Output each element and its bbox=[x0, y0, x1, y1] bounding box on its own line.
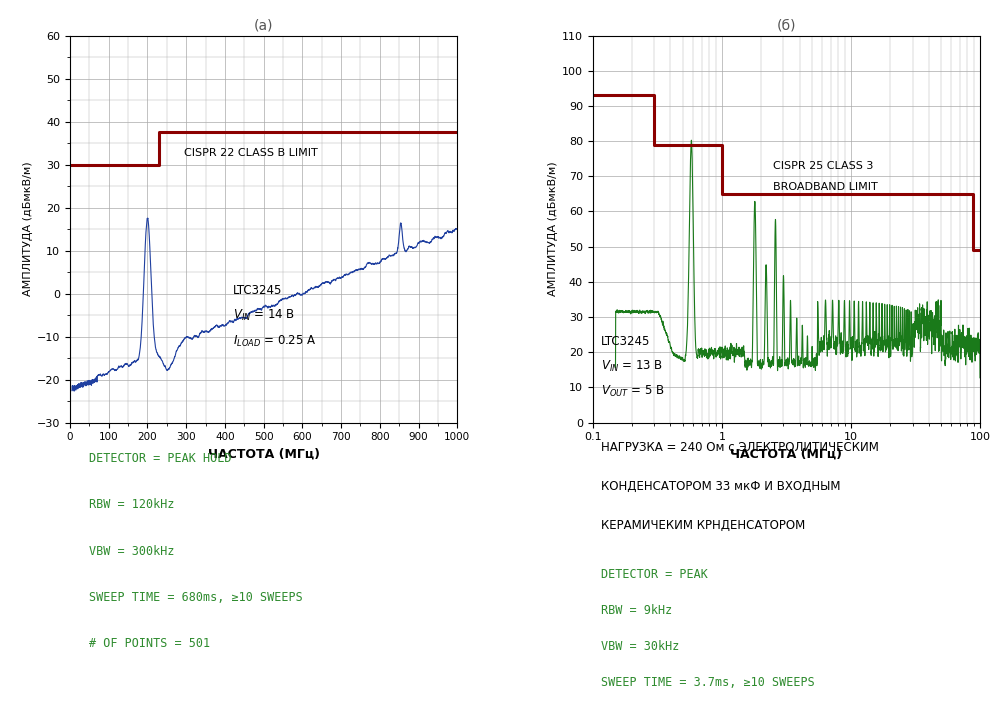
Text: LTC3245: LTC3245 bbox=[233, 284, 282, 296]
Text: $I_{LOAD}$ = 0.25 А: $I_{LOAD}$ = 0.25 А bbox=[233, 334, 316, 349]
Text: $V_{IN}$ = 13 В: $V_{IN}$ = 13 В bbox=[601, 359, 663, 374]
Text: DETECTOR = PEAK: DETECTOR = PEAK bbox=[601, 568, 707, 581]
Text: НАГРУЗКА = 240 Ом с ЭЛЕКТРОЛИТИЧЕСКИМ: НАГРУЗКА = 240 Ом с ЭЛЕКТРОЛИТИЧЕСКИМ bbox=[601, 442, 878, 454]
Y-axis label: АМПЛИТУДА (дБмкВ/м): АМПЛИТУДА (дБмкВ/м) bbox=[23, 162, 33, 296]
Text: BROADBAND LIMIT: BROADBAND LIMIT bbox=[773, 183, 878, 193]
Text: $V_{OUT}$ = 5 В: $V_{OUT}$ = 5 В bbox=[601, 383, 664, 399]
Text: VBW = 30kHz: VBW = 30kHz bbox=[601, 640, 679, 653]
Text: LTC3245: LTC3245 bbox=[601, 335, 650, 348]
Text: RBW = 9kHz: RBW = 9kHz bbox=[601, 604, 672, 617]
Text: CISPR 25 CLASS 3: CISPR 25 CLASS 3 bbox=[773, 161, 874, 171]
Text: SWEEP TIME = 680ms, ≥10 SWEEPS: SWEEP TIME = 680ms, ≥10 SWEEPS bbox=[89, 591, 303, 604]
Text: SWEEP TIME = 3.7ms, ≥10 SWEEPS: SWEEP TIME = 3.7ms, ≥10 SWEEPS bbox=[601, 676, 814, 689]
Text: DETECTOR = PEAK HOLD: DETECTOR = PEAK HOLD bbox=[89, 451, 232, 465]
Text: VBW = 300kHz: VBW = 300kHz bbox=[89, 545, 175, 557]
Text: RBW = 120kHz: RBW = 120kHz bbox=[89, 498, 175, 511]
Y-axis label: АМПЛИТУДА (дБмкВ/м): АМПЛИТУДА (дБмкВ/м) bbox=[548, 162, 558, 296]
Text: $V_{IN}$ = 14 В: $V_{IN}$ = 14 В bbox=[233, 309, 295, 324]
Title: (а): (а) bbox=[254, 19, 273, 33]
Text: CISPR 22 CLASS B LIMIT: CISPR 22 CLASS B LIMIT bbox=[184, 148, 318, 158]
Text: КОНДЕНСАТОРОМ 33 мкФ И ВХОДНЫМ: КОНДЕНСАТОРОМ 33 мкФ И ВХОДНЫМ bbox=[601, 480, 840, 493]
Title: (б): (б) bbox=[777, 19, 796, 33]
Text: КЕРАМИЧЕКИМ КРНДЕНСАТОРОМ: КЕРАМИЧЕКИМ КРНДЕНСАТОРОМ bbox=[601, 519, 805, 532]
X-axis label: ЧАСТОТА (МГц): ЧАСТОТА (МГц) bbox=[208, 448, 320, 461]
Text: # OF POINTS = 501: # OF POINTS = 501 bbox=[89, 638, 210, 651]
X-axis label: ЧАСТОТА (МГц): ЧАСТОТА (МГц) bbox=[730, 448, 842, 461]
